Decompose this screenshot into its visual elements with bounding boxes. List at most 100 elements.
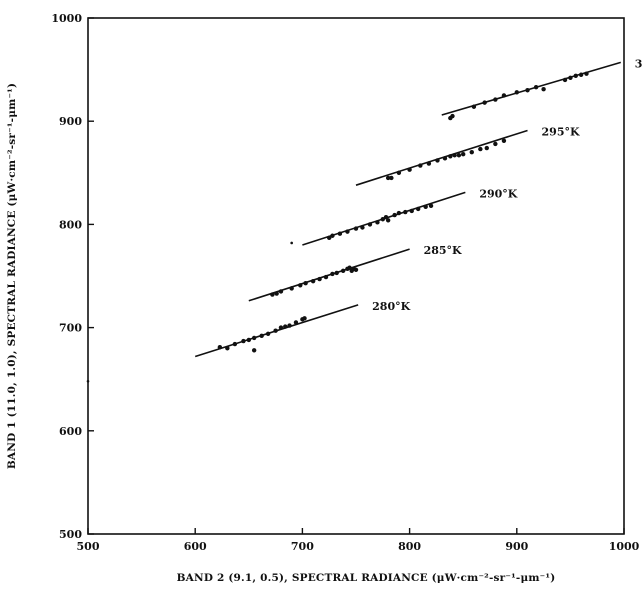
data-point <box>482 100 487 105</box>
data-point <box>426 161 432 166</box>
data-point <box>469 149 474 155</box>
data-point <box>225 346 230 351</box>
data-point <box>409 208 414 214</box>
data-point <box>533 84 539 90</box>
data-point <box>541 87 546 92</box>
data-point <box>337 231 343 236</box>
data-point <box>259 333 264 339</box>
data-point <box>330 271 335 277</box>
y-tick-label: 500 <box>59 528 82 541</box>
series-layer: 280°K 285°K 290°K 295°K 300°K <box>86 57 642 383</box>
series-group: 300°K <box>441 57 642 121</box>
x-tick-label: 600 <box>184 540 207 553</box>
fit-line <box>355 129 528 186</box>
data-point <box>471 104 477 109</box>
series-label: 285°K <box>424 244 462 257</box>
data-point <box>442 156 448 161</box>
series-group: 280°K <box>194 300 411 358</box>
data-point <box>287 323 292 328</box>
series-group: 285°K <box>248 244 462 302</box>
data-point <box>345 229 350 234</box>
data-point <box>392 212 397 218</box>
axis-ticks <box>87 17 625 535</box>
data-point <box>448 154 453 159</box>
data-point <box>435 158 440 163</box>
x-tick-label: 500 <box>77 540 100 553</box>
data-point <box>303 281 308 286</box>
data-point <box>403 209 408 215</box>
y-axis-title: BAND 1 (11.0, 1.0), SPECTRAL RADIANCE (μ… <box>6 83 18 469</box>
x-tick-label: 800 <box>398 540 421 553</box>
data-point <box>274 291 279 296</box>
data-point <box>478 146 483 152</box>
data-point <box>514 90 519 95</box>
data-point <box>330 233 335 238</box>
data-point <box>289 286 294 291</box>
data-point <box>278 325 284 330</box>
data-point <box>562 77 568 83</box>
data-point <box>383 214 389 220</box>
data-point <box>396 170 402 175</box>
plot-frame <box>87 17 625 535</box>
data-point <box>273 328 278 333</box>
data-point <box>407 167 412 172</box>
data-point <box>283 324 288 329</box>
data-point <box>323 274 329 280</box>
data-point <box>493 97 498 102</box>
data-point <box>428 203 434 209</box>
data-point <box>334 270 339 276</box>
data-point <box>423 204 428 210</box>
y-tick-label: 600 <box>59 425 82 438</box>
data-point <box>385 175 391 181</box>
y-tick-label: 900 <box>59 115 82 128</box>
data-point <box>450 113 455 119</box>
data-point <box>353 267 359 273</box>
data-point <box>340 268 346 274</box>
data-point <box>452 153 457 158</box>
data-point <box>389 175 394 181</box>
series-label: 280°K <box>372 300 410 313</box>
data-point <box>461 152 466 157</box>
y-tick-label: 1000 <box>51 12 82 25</box>
series-label: 290°K <box>479 187 517 200</box>
data-point <box>367 222 373 227</box>
data-point <box>265 331 271 336</box>
data-point <box>302 316 307 321</box>
data-point <box>418 163 423 168</box>
data-point <box>375 220 380 225</box>
data-point <box>217 345 223 350</box>
data-point <box>501 138 507 144</box>
data-point <box>347 265 352 270</box>
series-label: 300°K <box>635 57 642 70</box>
data-point <box>232 341 238 347</box>
data-point <box>360 225 365 230</box>
data-point <box>310 278 316 284</box>
x-tick-label: 700 <box>291 540 314 553</box>
data-point <box>293 320 299 325</box>
y-tick-label: 700 <box>59 322 82 335</box>
data-point <box>493 141 498 147</box>
data-point <box>484 145 489 151</box>
data-point <box>241 338 246 344</box>
series-group: 295°K <box>355 125 580 186</box>
data-point <box>568 75 573 81</box>
data-point <box>317 276 322 282</box>
data-point <box>584 71 589 76</box>
stray-point <box>290 241 293 245</box>
data-point <box>396 210 402 216</box>
data-point <box>327 235 332 241</box>
data-point <box>578 72 584 77</box>
x-tick-label: 1000 <box>609 540 640 553</box>
y-tick-label: 800 <box>59 218 82 231</box>
data-point <box>246 337 251 343</box>
data-point <box>298 283 303 288</box>
fit-line <box>441 61 622 116</box>
x-axis-title: BAND 2 (9.1, 0.5), SPECTRAL RADIANCE (μW… <box>177 572 556 584</box>
series-label: 295°K <box>542 125 580 138</box>
data-point <box>251 335 257 341</box>
data-point <box>501 93 507 98</box>
data-point <box>456 153 462 158</box>
data-point <box>278 289 284 294</box>
data-point <box>385 218 391 223</box>
